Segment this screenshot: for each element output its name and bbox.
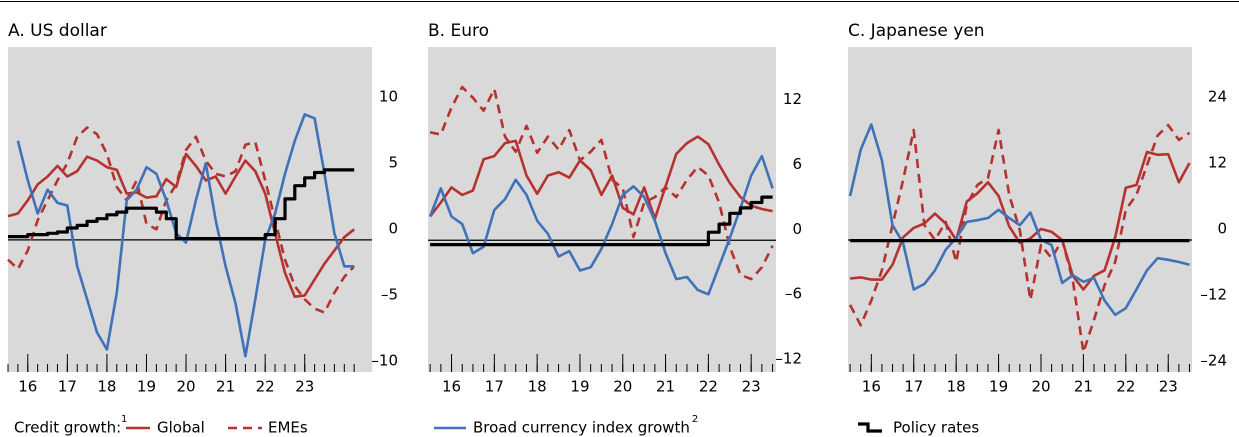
x-tick-label: 17: [58, 378, 77, 396]
x-tick-label: 21: [1074, 378, 1093, 396]
x-tick-label: 20: [613, 378, 632, 396]
x-tick-label: 22: [699, 378, 718, 396]
y-tick-label: 5: [388, 153, 398, 171]
y-tick-label: –6: [785, 285, 802, 303]
legend-label: Broad currency index growth: [473, 419, 690, 437]
y-tick-label: –5: [381, 285, 398, 303]
x-tick-label: 23: [295, 378, 314, 396]
x-tick-label: 23: [1159, 378, 1178, 396]
y-tick-label: –10: [371, 352, 398, 370]
y-tick-label: –12: [1200, 286, 1227, 304]
legend-prefix-note: 1: [121, 414, 127, 425]
x-tick-label: 22: [256, 378, 275, 396]
x-tick-label: 21: [656, 378, 675, 396]
x-tick-label: 16: [442, 378, 461, 396]
legend-label: Policy rates: [893, 419, 979, 437]
policy-rate-line: [430, 195, 773, 247]
policy-rate-line: [8, 168, 355, 241]
panel-title: C. Japanese yen: [848, 21, 985, 41]
y-tick-label: –24: [1200, 352, 1227, 370]
y-tick-label: 6: [792, 155, 802, 173]
y-tick-label: 0: [792, 220, 802, 238]
x-tick-label: 17: [485, 378, 504, 396]
series-line: [849, 150, 1191, 291]
series-line: [848, 123, 1190, 317]
legend-note: 2: [692, 414, 698, 425]
x-tick-label: 20: [1031, 378, 1050, 396]
x-tick-label: 18: [528, 378, 547, 396]
x-tick-label: 18: [97, 378, 116, 396]
x-tick-label: 19: [989, 378, 1008, 396]
x-tick-label: 20: [176, 378, 195, 396]
series-line: [7, 152, 356, 298]
series-line: [428, 154, 774, 296]
x-tick-label: 18: [947, 378, 966, 396]
y-tick-label: –12: [775, 349, 802, 367]
series-line: [7, 126, 356, 314]
x-tick-label: 21: [216, 378, 235, 396]
legend-label: EMEs: [268, 419, 308, 437]
series-line: [848, 123, 1191, 354]
series-line: [16, 113, 355, 358]
y-tick-label: 12: [1208, 154, 1227, 172]
x-tick-label: 23: [742, 378, 761, 396]
x-tick-label: 19: [137, 378, 156, 396]
legend-swatch: [858, 422, 882, 433]
plot-area: [8, 47, 372, 372]
y-tick-label: 12: [783, 90, 802, 108]
legend-label: Global: [157, 419, 205, 437]
y-tick-label: 24: [1208, 88, 1227, 106]
series-line: [429, 135, 773, 220]
y-tick-label: 0: [1217, 220, 1227, 238]
plot-area: [848, 47, 1192, 372]
x-tick-label: 17: [904, 378, 923, 396]
panel-title: A. US dollar: [8, 21, 107, 41]
x-tick-label: 19: [570, 378, 589, 396]
x-tick-label: 16: [18, 378, 37, 396]
series-line: [429, 85, 774, 281]
y-tick-label: 0: [388, 219, 398, 237]
panel-title: B. Euro: [428, 21, 489, 41]
x-tick-label: 16: [862, 378, 881, 396]
x-tick-label: 22: [1116, 378, 1135, 396]
legend-prefix: Credit growth:: [14, 419, 121, 437]
y-tick-label: 10: [379, 87, 398, 105]
plot-area: [428, 47, 776, 372]
